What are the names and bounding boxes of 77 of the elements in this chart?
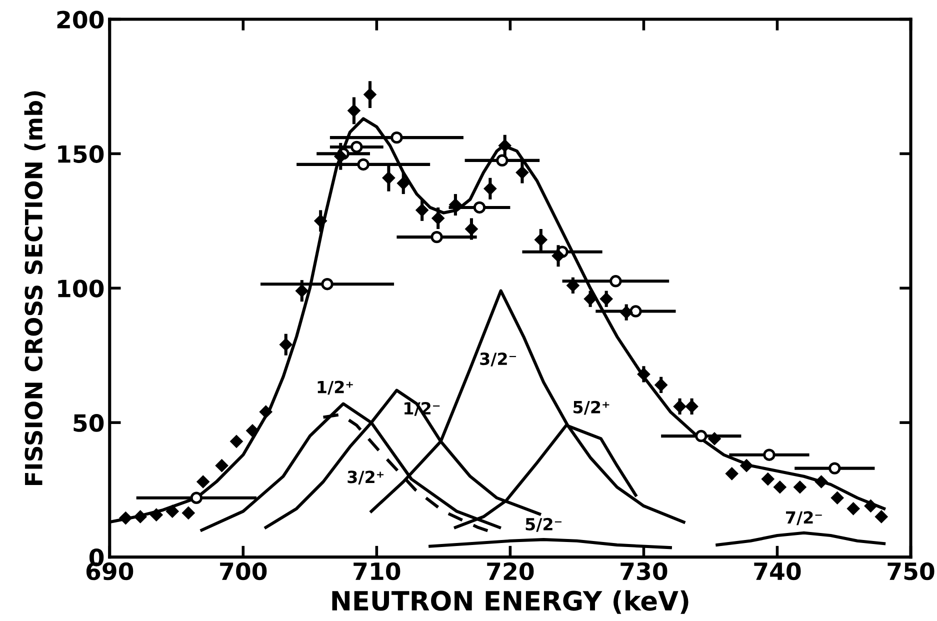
- point: [397, 177, 410, 190]
- point: [831, 492, 844, 504]
- point: [847, 502, 860, 515]
- point: [654, 378, 668, 392]
- point: [496, 154, 508, 167]
- point: [321, 278, 334, 290]
- point: [390, 131, 403, 144]
- point: [357, 158, 370, 171]
- point: [875, 510, 888, 523]
- point: [552, 250, 564, 262]
- series-label: 3/2⁻: [480, 352, 516, 366]
- y-tick-label: 150: [58, 145, 104, 164]
- point: [416, 204, 428, 216]
- point: [610, 275, 622, 288]
- series-label: 5/2⁻: [526, 518, 562, 532]
- point: [815, 476, 828, 488]
- point: [630, 305, 642, 318]
- point: [498, 139, 512, 152]
- point: [828, 462, 841, 474]
- point: [465, 222, 478, 236]
- point: [794, 480, 806, 494]
- point: [864, 500, 877, 512]
- x-tick-label: 740: [754, 562, 801, 580]
- series-label: 3/2⁺: [348, 470, 384, 485]
- point: [150, 508, 163, 521]
- point: [296, 284, 308, 297]
- point: [762, 472, 774, 486]
- y-axis-title: FISSION CROSS SECTION (mb): [24, 91, 46, 485]
- point: [314, 214, 327, 228]
- point: [774, 480, 786, 494]
- point: [726, 468, 738, 480]
- point: [119, 512, 132, 524]
- series-label: 7/2⁻: [786, 511, 822, 526]
- point: [350, 140, 363, 154]
- point: [190, 492, 203, 504]
- point: [196, 476, 210, 488]
- point: [674, 400, 686, 413]
- point: [216, 459, 228, 472]
- series-label: 5/2⁺: [574, 400, 610, 415]
- point: [182, 506, 195, 520]
- x-tick-label: 720: [487, 562, 534, 580]
- point: [432, 212, 444, 224]
- point: [484, 182, 496, 195]
- point: [382, 172, 395, 184]
- line-series: [716, 531, 886, 546]
- point: [430, 230, 443, 244]
- point: [348, 104, 360, 117]
- point: [763, 448, 776, 461]
- y-tick-label: 100: [58, 280, 104, 298]
- point: [280, 338, 292, 351]
- point: [620, 306, 633, 319]
- point: [166, 505, 179, 518]
- point: [600, 292, 612, 306]
- point: [134, 510, 146, 523]
- point: [695, 430, 708, 442]
- x-tick-label: 710: [354, 562, 400, 580]
- point: [584, 292, 596, 306]
- x-axis-title: NEUTRON ENERGY (keV): [332, 590, 688, 614]
- point: [260, 406, 272, 418]
- point: [334, 150, 347, 163]
- point: [364, 88, 376, 101]
- x-tick-label: 700: [220, 562, 267, 580]
- point: [473, 201, 486, 214]
- point: [708, 432, 721, 445]
- series-label: 1/2⁺: [318, 380, 353, 395]
- x-tick-label: 750: [888, 562, 934, 580]
- point: [740, 459, 753, 472]
- x-tick-label: 730: [620, 562, 668, 580]
- point: [246, 424, 259, 437]
- point: [638, 368, 650, 380]
- point: [516, 166, 528, 179]
- point: [449, 198, 462, 211]
- point: [534, 234, 548, 246]
- y-tick-label: 200: [57, 10, 104, 29]
- point: [230, 435, 243, 448]
- point: [686, 400, 698, 413]
- y-tick-label: 50: [74, 414, 104, 432]
